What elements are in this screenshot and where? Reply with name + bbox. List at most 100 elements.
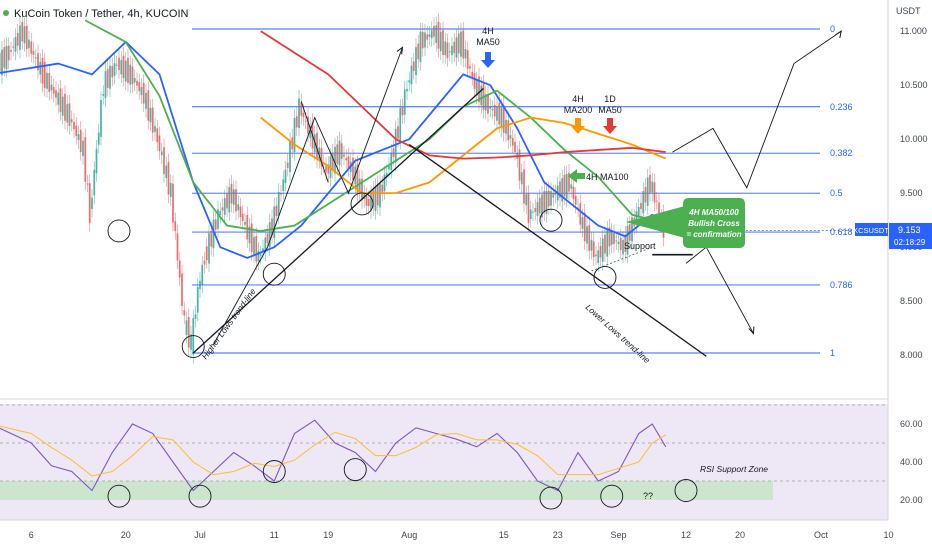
candle-body <box>433 26 435 37</box>
candle-body <box>412 61 415 71</box>
candle-body <box>401 107 404 116</box>
candle-body <box>282 179 285 191</box>
candle-body <box>599 246 602 258</box>
candle-body <box>111 66 114 78</box>
rsi-panel[interactable] <box>0 404 888 520</box>
callout-box <box>683 198 745 248</box>
candle-body <box>262 248 264 251</box>
bullish-cross-callout[interactable]: 4H MA50/100 Bullish Cross = confirmation <box>626 198 745 248</box>
ma50-4h-arrow-icon <box>481 52 495 68</box>
candle-body <box>163 147 165 175</box>
candle-body <box>118 57 120 71</box>
candle-body <box>437 21 440 49</box>
candle-body <box>460 31 462 57</box>
candle-body <box>1 49 3 76</box>
ma200-4h-line2: MA200 <box>564 105 593 115</box>
candle-body <box>635 211 638 225</box>
candle-body <box>248 226 251 244</box>
ma100-4h-arrow-icon <box>568 169 585 183</box>
candle-body <box>217 209 219 229</box>
candle-body <box>442 30 444 55</box>
callout-line2: Bullish Cross <box>688 219 740 228</box>
candle-body <box>12 46 15 48</box>
candle-body <box>475 80 478 96</box>
candle-body <box>489 106 492 109</box>
price-circle-4 <box>539 208 563 232</box>
candle-body <box>223 198 226 215</box>
candle-body <box>120 60 123 75</box>
candle-body <box>7 45 10 61</box>
candle-body <box>606 229 609 257</box>
candle-body <box>178 260 181 278</box>
candle-body <box>543 191 546 213</box>
candle-body <box>610 231 613 245</box>
candle-body <box>446 42 449 59</box>
callout-pointer <box>626 206 685 238</box>
candle-body <box>102 93 105 96</box>
candle-body <box>397 126 399 139</box>
candle-body <box>473 73 476 89</box>
price-tick-3: 9.500 <box>900 188 923 198</box>
candle-body <box>455 37 458 58</box>
support-label: Support <box>624 241 656 251</box>
candle-body <box>624 234 627 252</box>
candle-body <box>403 89 406 115</box>
candle-body <box>165 165 168 179</box>
candle-body <box>572 186 575 200</box>
candle-body <box>462 30 465 59</box>
current-price-badge[interactable]: KCSUSDT 9.153 02:18:29 <box>853 223 932 249</box>
time-tick-8: Sep <box>610 530 626 540</box>
candle-body <box>14 37 17 52</box>
candle-body <box>525 194 528 206</box>
candle-body <box>390 152 393 171</box>
live-dot-icon <box>3 10 9 16</box>
rsi-circle-2 <box>262 460 286 483</box>
candle-body <box>192 318 195 355</box>
candle-body <box>21 22 24 42</box>
candle-body <box>239 206 242 218</box>
candle-body <box>574 195 577 205</box>
rsi-tick-1: 40.00 <box>900 457 923 467</box>
candle-body <box>41 57 44 84</box>
ma50-1d-line1: 1D <box>604 94 616 104</box>
candle-body <box>77 134 80 141</box>
trend-lines <box>192 87 707 357</box>
candle-body <box>106 69 109 88</box>
candle-body <box>502 105 505 133</box>
candle-body <box>316 132 318 160</box>
candle-body <box>653 182 656 203</box>
candle-body <box>131 66 134 85</box>
candle-body <box>241 213 244 221</box>
ma200-4h-line1: 4H <box>572 94 584 104</box>
candle-body <box>491 108 494 111</box>
candle-body <box>361 178 363 201</box>
candle-body <box>424 32 426 48</box>
candle-body <box>538 197 541 214</box>
projection-arrowhead-1 <box>396 46 404 55</box>
candle-body <box>370 193 372 211</box>
candle-body <box>228 187 231 213</box>
rsi-circle-0 <box>107 484 131 508</box>
candle-body <box>417 43 420 60</box>
rsi-circle-3 <box>343 458 367 482</box>
price-panel[interactable] <box>0 0 888 395</box>
price-tick-2: 10.000 <box>900 134 928 144</box>
candle-body <box>444 41 447 56</box>
rsi-zone-label: RSI Support Zone <box>700 464 768 474</box>
candle-body <box>343 154 345 157</box>
rsi-indicator <box>0 404 888 510</box>
candle-body <box>86 183 89 185</box>
candle-body <box>406 88 408 92</box>
candle-body <box>496 107 498 121</box>
time-tick-11: Oct <box>814 530 829 540</box>
candle-body <box>70 119 73 123</box>
candle-body <box>169 182 172 197</box>
candle-body <box>129 64 132 85</box>
candle-body <box>5 45 8 70</box>
candle-body <box>221 207 224 211</box>
time-tick-1: 20 <box>121 530 131 540</box>
candle-body <box>561 178 564 202</box>
candle-body <box>255 236 258 262</box>
